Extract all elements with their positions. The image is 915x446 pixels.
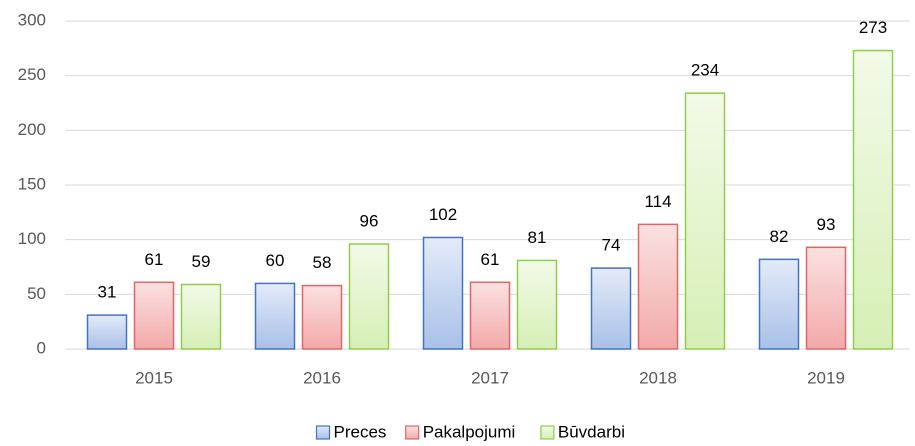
bar xyxy=(133,281,175,350)
y-tick-label: 50 xyxy=(27,284,46,303)
data-label: 59 xyxy=(192,252,211,271)
legend-swatch xyxy=(540,425,555,440)
bar xyxy=(422,236,464,350)
bar xyxy=(86,314,128,350)
x-tick-label: 2016 xyxy=(303,368,341,387)
data-label: 82 xyxy=(770,227,789,246)
bar xyxy=(469,281,511,350)
x-tick-label: 2017 xyxy=(471,368,509,387)
data-label: 114 xyxy=(644,192,671,211)
x-tick-label: 2018 xyxy=(639,368,677,387)
bar xyxy=(516,259,558,350)
data-label: 58 xyxy=(313,253,332,272)
bar xyxy=(684,92,726,350)
bar xyxy=(254,282,296,350)
data-label: 273 xyxy=(859,18,887,37)
data-label: 31 xyxy=(98,283,117,302)
bar xyxy=(805,246,847,350)
y-tick-label: 250 xyxy=(18,65,46,84)
y-tick-label: 200 xyxy=(18,120,46,139)
legend-swatch xyxy=(405,425,420,440)
y-tick-label: 100 xyxy=(18,229,46,248)
data-label: 93 xyxy=(817,215,836,234)
legend-label: Preces xyxy=(334,422,387,441)
bar xyxy=(180,283,222,350)
bar xyxy=(637,223,679,350)
data-label: 96 xyxy=(360,212,379,231)
bar xyxy=(301,284,343,350)
y-tick-label: 300 xyxy=(18,10,46,29)
data-label: 61 xyxy=(481,250,500,269)
bar xyxy=(852,49,894,350)
legend-label: Pakalpojumi xyxy=(423,422,516,441)
bar xyxy=(348,243,390,350)
x-tick-label: 2019 xyxy=(807,368,845,387)
x-tick-label: 2015 xyxy=(135,368,173,387)
legend-swatch xyxy=(315,425,331,440)
data-label: 102 xyxy=(429,205,457,224)
data-label: 74 xyxy=(602,236,621,255)
bar xyxy=(590,267,632,350)
data-label: 81 xyxy=(528,228,547,247)
data-label: 60 xyxy=(266,251,285,270)
legend-label: Būvdarbi xyxy=(558,422,625,441)
y-tick-label: 0 xyxy=(37,338,46,357)
data-label: 61 xyxy=(145,250,164,269)
y-tick-label: 150 xyxy=(18,174,46,193)
data-label: 234 xyxy=(691,61,719,80)
bar xyxy=(758,258,800,350)
